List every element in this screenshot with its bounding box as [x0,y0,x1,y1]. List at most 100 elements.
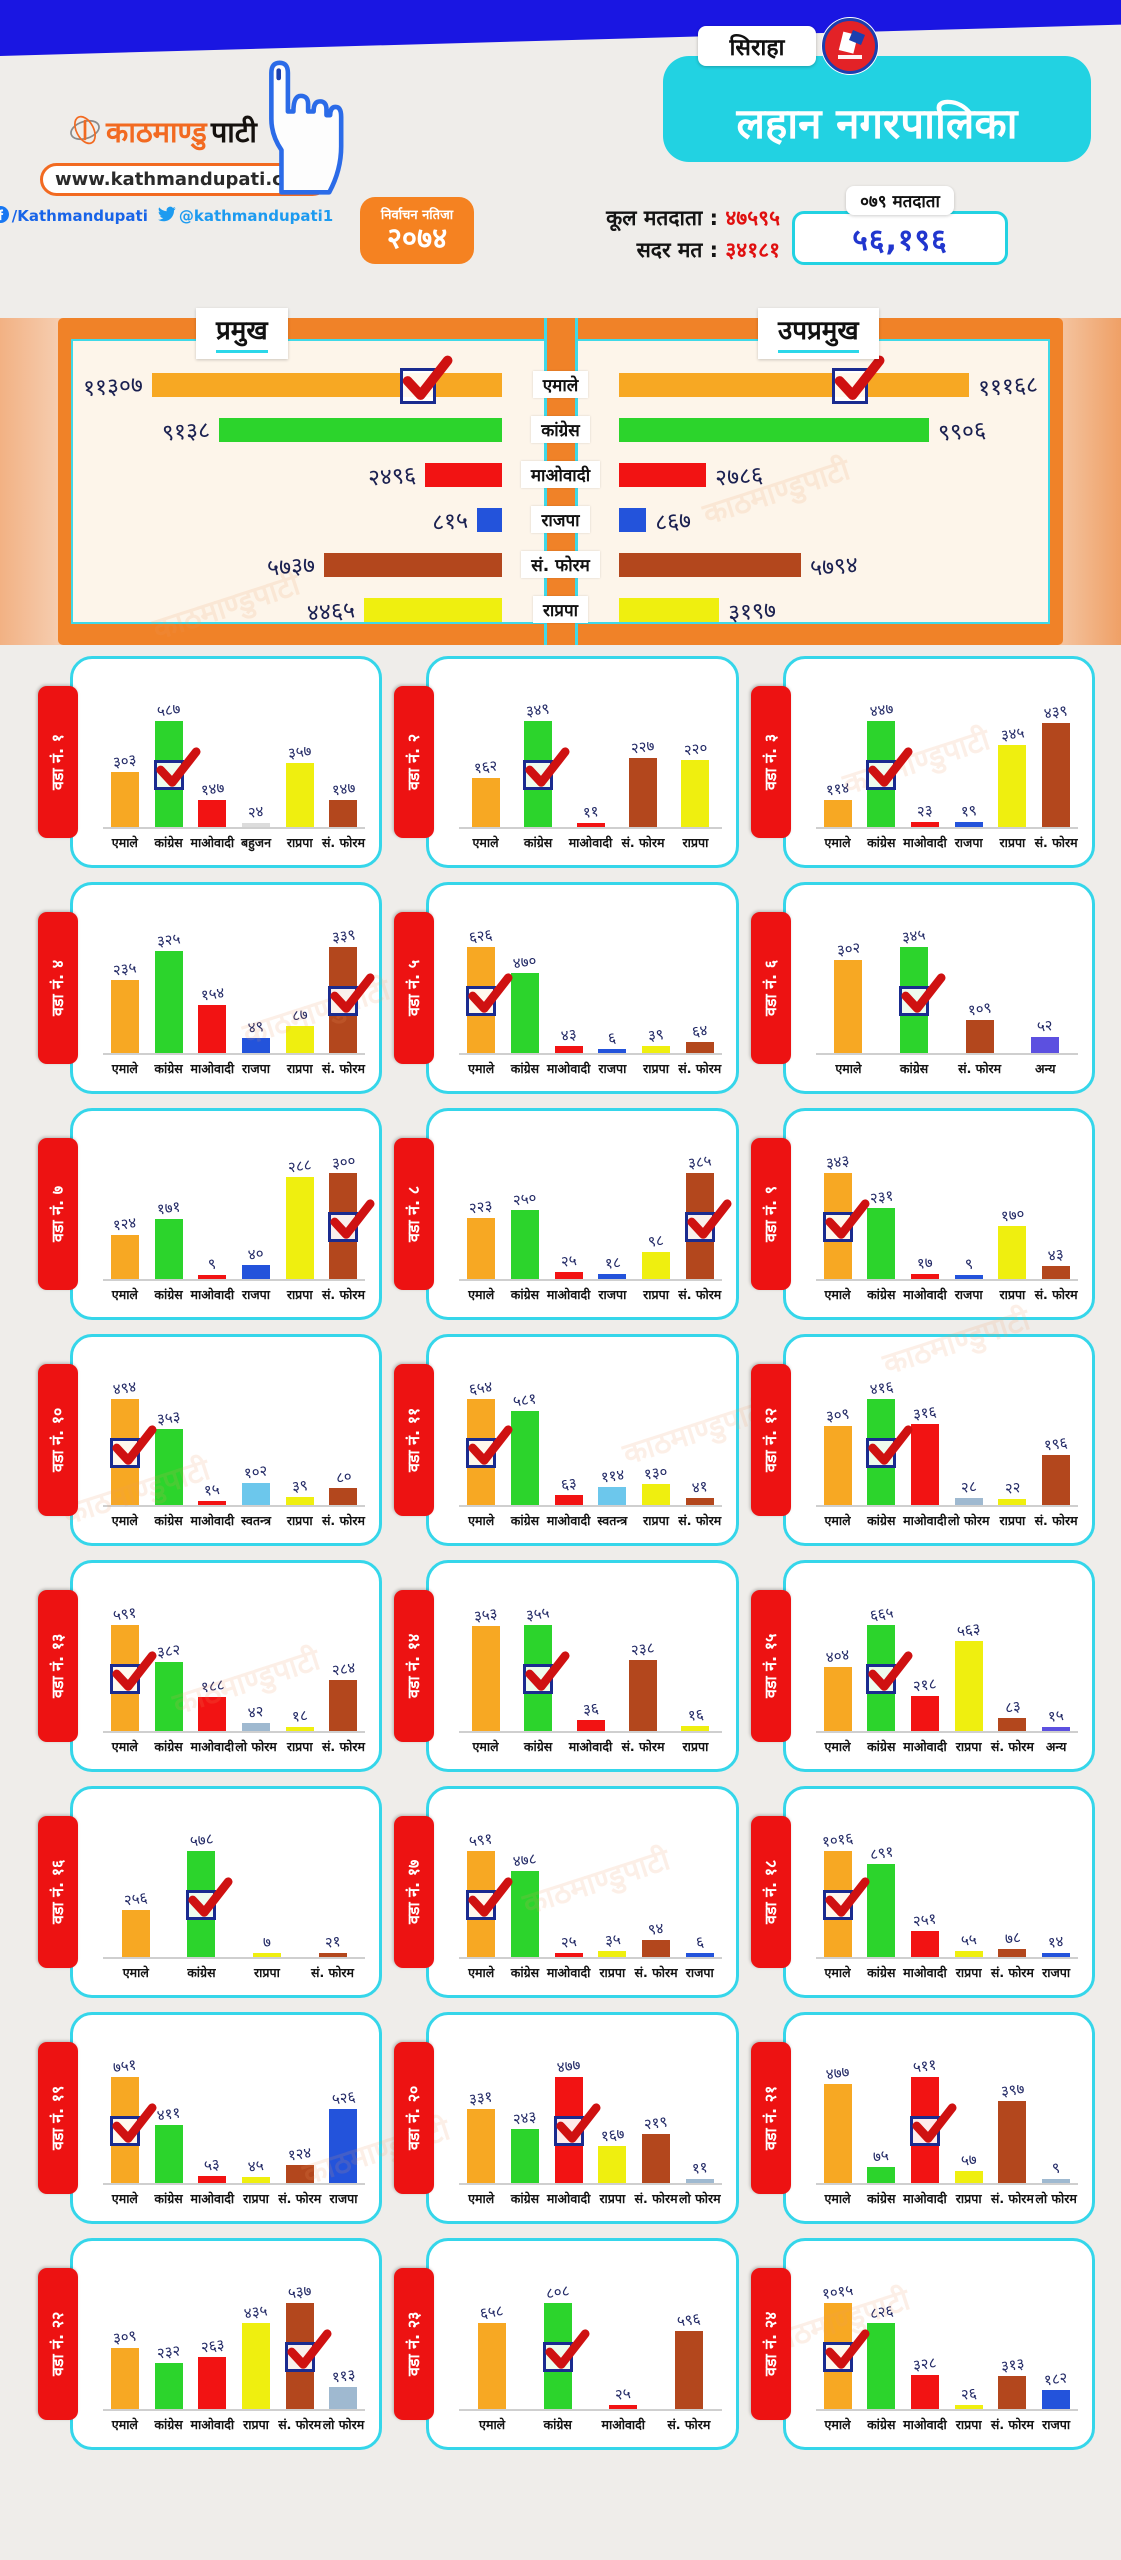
bar-group-राप्रपा: ९८ राप्रपा [634,1127,678,1302]
bar-value: ३१३ [999,2354,1026,2376]
bar-सं. फोरम [998,1949,1027,1957]
bar-party-label: कांग्रेस [154,1513,183,1528]
bar-राजपा [954,1275,983,1279]
ward-5: ६२६ एमाले ४७० कांग्रेस ४३ माओवादी ६ राजपा ३९ राप्… [394,882,739,1094]
bar-राजपा [242,1038,271,1053]
bar-group-कांग्रेस: ३८२ कांग्रेस [147,1579,191,1754]
bar-party-label: लो फोरम [322,2417,365,2432]
bar-group-एमाले: ६५४ एमाले [459,1353,513,1528]
bar-group-एमाले: १६२ एमाले [459,675,511,850]
bar-party-label: एमाले [835,1061,862,1076]
bar-party-label: सं. फोरम [1034,1513,1078,1528]
ward-label-23: वडा नं. २३ [394,2268,435,2420]
bar-party-label: बहुजन [241,835,272,850]
bar-party-label: अन्य [1034,1061,1056,1076]
ward-card-23: ६५८ एमाले ८०८ कांग्रेस २५ माओवादी ५९६ सं. फोरम [426,2238,739,2450]
ward-4: २३५ एमाले ३२५ कांग्रेस १५४ माओवादी ४९ राजपा ८७ रा… [38,882,383,1094]
bar-party-label: माओवादी [601,2417,646,2432]
bar-group-राजपा: ४० राजपा [234,1127,278,1302]
bar-value: २३२ [155,2341,182,2363]
bar-value: ८२६ [868,2301,895,2323]
bar-group-एमाले: ४०४ एमाले [816,1579,860,1754]
bar-राप्रपा [681,1726,710,1731]
bar-party-label: एमाले [468,1513,495,1528]
valid-votes-value: ३४१८१ [725,237,780,262]
summary-row-माओवादी: २४९६ माओवादी २७८६ [72,452,1049,497]
bar-group-सं. फोरम: ८३ सं. फोरम [991,1579,1035,1754]
bar-party-label: सं. फोरम [667,2417,711,2432]
bar-सं. फोरम [628,758,657,827]
winner-checkmark-icon [466,1425,513,1468]
bar-value: ९ [963,1254,974,1274]
bar-सं. फोरम [285,2165,314,2183]
mayor-bar-राप्रपा [364,597,502,622]
bar-group-कांग्रेस: २३१ कांग्रेस [859,1127,903,1302]
bar-राप्रपा [642,1484,671,1505]
deputy-bar-सं. फोरम [619,552,801,577]
bar-group-सं. फोरम: ३८५ सं. फोरम [678,1127,732,1302]
facebook-link[interactable]: /Kathmandupati [0,205,148,227]
bar-बहुजन [242,823,271,827]
bar-group-माओवादी: १५४ माओवादी [190,901,235,1076]
bar-group-कांग्रेस: २३२ कांग्रेस [147,2257,191,2432]
ward-16: २५६ एमाले ५७८ कांग्रेस ७ राप्रपा २१ सं. फोरम वडा… [38,1786,383,1998]
bar-party-label: माओवादी [568,1739,613,1754]
bar-party-label: कांग्रेस [187,1965,216,1980]
bar-group-राप्रपा: २२० राप्रपा [669,675,721,850]
bar-group-सं. फोरम: ३३९ सं. फोरम [322,901,375,1076]
bar-कांग्रेस [153,721,201,827]
bar-group-कांग्रेस: ४४७ कांग्रेस [859,675,913,850]
bar-party-label: एमाले [468,1061,495,1076]
mayor-value: ८१५ [431,507,470,536]
bar-सं. फोरम [329,1680,358,1731]
mayor-value: ११३०७ [82,371,144,402]
bar-party-label: सं. फोरम [278,2191,322,2206]
winner-checkmark-icon [899,973,946,1016]
bar-group-सं. फोरम: ७८ सं. फोरम [991,1805,1035,1980]
ward-chart-23: ६५८ एमाले ८०८ कांग्रेस २५ माओवादी ५९६ सं. फोरम [459,2257,722,2432]
ward-card-13: ५९१ एमाले ३८२ कांग्रेस १८८ माओवादी ४२ लो फोरम १८… [70,1560,383,1772]
election-result-badge: निर्वाचन नतिजा २०७४ [360,197,474,264]
bar-एमाले [121,1910,150,1957]
result-badge-year: २०७४ [386,221,448,255]
bar-party-label: सं. फोरम [634,1965,678,1980]
ward-chart-14: ३५३ एमाले ३५५ कांग्रेस ३६ माओवादी २३८ सं. फोरम १… [459,1579,722,1754]
bar-party-label: राप्रपा [999,1513,1026,1528]
bar-कांग्रेस [542,2303,590,2409]
bar-value: ११४ [824,778,851,800]
bar-group-माओवादी: १८८ माओवादी [190,1579,235,1754]
bar-group-स्वतन्त्र: १०२ स्वतन्त्र [234,1353,278,1528]
ward-label-20: वडा नं. २० [394,2042,435,2194]
party-chip-माओवादी: माओवादी [520,461,601,488]
twitter-link[interactable]: @kathmandupati1 [157,205,333,227]
ward-20: ३३१ एमाले २४३ कांग्रेस ४७७ माओवादी १६७ राप्रपा २… [394,2012,739,2224]
summary-row-एमाले: ११३०७ एमाले १११६८ [72,355,1049,407]
bar-राप्रपा [285,1026,314,1053]
bar-party-label: राजपा [954,835,983,850]
winner-checkmark-icon [466,1877,513,1920]
bar-party-label: एमाले [111,1513,138,1528]
bar-value: ३२५ [155,929,182,951]
winner-checkmark-icon [153,747,201,790]
mayor-bar-माओवादी [425,462,502,487]
bar-group-एमाले: ३०९ एमाले [103,2257,147,2432]
bar-कांग्रेस [866,1625,913,1731]
bar-value: १४७ [330,778,357,800]
bar-राप्रपा [285,1177,314,1279]
bar-value: ५७८ [188,1829,215,1851]
bar-value: ६४ [690,1021,709,1041]
bar-party-label: एमाले [472,835,499,850]
bar-group-राप्रपा: १३० राप्रपा [634,1353,678,1528]
bar-group-एमाले: २५६ एमाले [103,1805,169,1980]
bar-group-माओवादी: ४३ माओवादी [547,901,591,1076]
bar-party-label: सं. फोरम [634,2191,678,2206]
bar-group-राप्रपा: १८ राप्रपा [278,1579,322,1754]
bar-party-label: राप्रपा [643,1061,669,1076]
bar-value: २५६ [122,1888,149,1910]
bar-group-राप्रपा: २६ राप्रपा [947,2257,991,2432]
bar-एमाले [471,1626,500,1731]
bar-party-label: लो फोरम [1035,2191,1077,2206]
total-voters-value: ४७५९५ [725,206,780,230]
bar-एमाले [466,1851,513,1957]
bar-कांग्रेस [154,1219,183,1279]
